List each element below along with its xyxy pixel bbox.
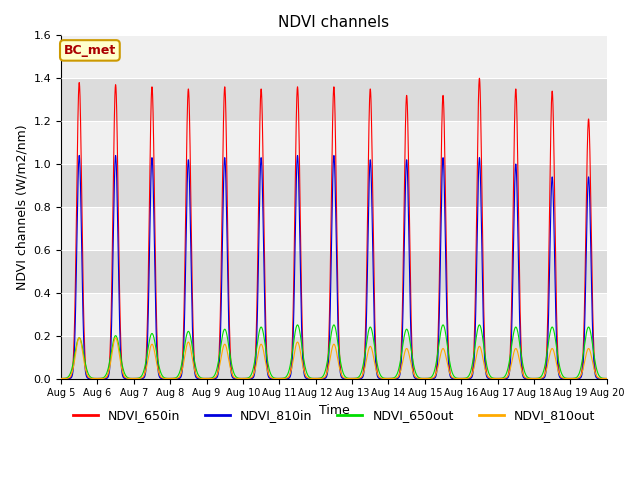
Bar [61,293,607,336]
Y-axis label: NDVI channels (W/m2/nm): NDVI channels (W/m2/nm) [15,124,28,290]
Bar [61,250,607,293]
Bar [61,164,607,207]
Legend: NDVI_650in, NDVI_810in, NDVI_650out, NDVI_810out: NDVI_650in, NDVI_810in, NDVI_650out, NDV… [68,404,600,427]
Bar [61,207,607,250]
Text: BC_met: BC_met [64,44,116,57]
Title: NDVI channels: NDVI channels [278,15,390,30]
X-axis label: Time: Time [319,404,349,417]
Bar [61,78,607,121]
Bar [61,121,607,164]
Bar [61,36,607,78]
Bar [61,336,607,379]
